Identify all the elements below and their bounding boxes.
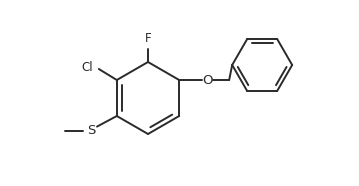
Text: Cl: Cl <box>81 60 93 73</box>
Text: O: O <box>202 73 213 86</box>
Text: F: F <box>145 32 151 45</box>
Text: S: S <box>87 124 95 137</box>
